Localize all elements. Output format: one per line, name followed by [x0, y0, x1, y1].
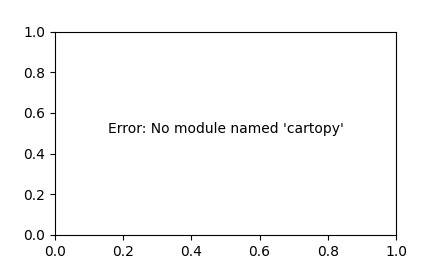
Text: Error: No module named 'cartopy': Error: No module named 'cartopy': [107, 122, 344, 136]
